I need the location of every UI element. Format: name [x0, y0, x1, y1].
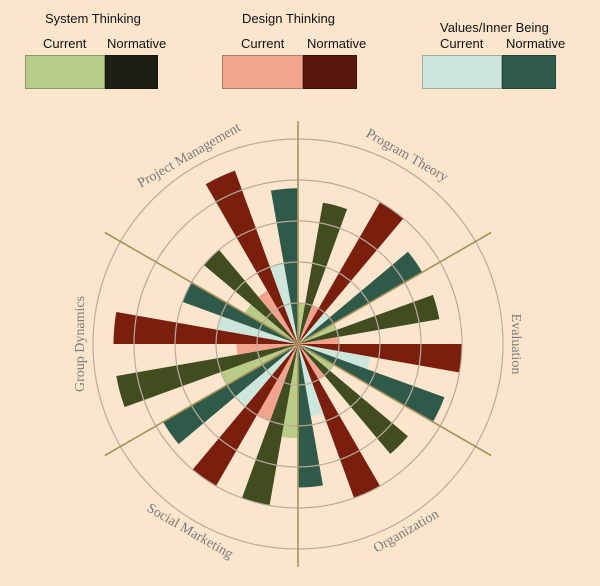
- legend-current-swatch: [222, 55, 303, 89]
- legend-design-thinking: Design Thinking Current Normative: [222, 0, 366, 100]
- bar-program-theory-3: [298, 201, 404, 344]
- bar-group-dynamics-1: [116, 344, 298, 408]
- legend-normative-swatch: [502, 55, 556, 89]
- legend-title: System Thinking: [45, 11, 141, 26]
- bar-evaluation-1: [298, 294, 440, 344]
- bar-group-dynamics-3: [113, 311, 298, 344]
- bar-organization-3: [298, 344, 380, 499]
- legend-current-swatch: [25, 55, 105, 89]
- bar-group-dynamics-4: [217, 315, 298, 344]
- bar-organization-1: [298, 344, 408, 454]
- bar-evaluation-2: [298, 336, 339, 344]
- bar-social-marketing-3: [192, 344, 298, 487]
- legend-system-thinking: System Thinking Current Normative: [25, 0, 167, 100]
- radial-axis-line: [297, 231, 492, 345]
- bar-evaluation-4: [298, 344, 371, 370]
- legend-current-label: Current: [241, 36, 285, 51]
- bar-organization-2: [298, 344, 325, 380]
- bar-project-management-5: [270, 188, 298, 344]
- radial-axis-line: [104, 231, 299, 345]
- bar-social-marketing-4: [235, 344, 298, 407]
- bar-social-marketing-1: [241, 344, 298, 506]
- bars-layer: [113, 170, 462, 506]
- bar-project-management-2: [258, 290, 298, 344]
- category-label: Social Marketing: [144, 501, 235, 562]
- radial-axis-line: [104, 343, 299, 457]
- bar-program-theory-1: [298, 202, 348, 344]
- legend-normative-swatch: [303, 55, 357, 89]
- legend-normative-swatch: [105, 55, 158, 89]
- bar-project-management-3: [205, 170, 298, 344]
- category-label: Program Theory: [363, 126, 450, 185]
- category-label: Group Dynamics: [73, 296, 88, 392]
- grid-layer: [92, 121, 504, 567]
- legend-title: Design Thinking: [242, 11, 335, 26]
- bar-organization-5: [298, 344, 323, 488]
- bar-organization-4: [298, 344, 324, 417]
- bar-program-theory-0: [298, 303, 306, 344]
- legend-current-label: Current: [440, 36, 484, 51]
- legend-normative-label: Normative: [107, 36, 167, 51]
- radial-axis-line: [297, 343, 492, 457]
- bar-group-dynamics-5: [182, 282, 298, 344]
- bar-project-management-1: [203, 249, 298, 344]
- bar-program-theory-2: [298, 305, 319, 344]
- legend-current-swatch: [422, 55, 502, 89]
- bar-project-management-0: [244, 304, 298, 344]
- legend-values-inner-being: Values/Inner Being Current Normative: [422, 0, 572, 100]
- bar-social-marketing-2: [257, 344, 298, 422]
- bar-program-theory-4: [298, 312, 330, 344]
- bar-program-theory-5: [298, 251, 423, 344]
- legend-normative-label: Normative: [307, 36, 367, 51]
- bar-social-marketing-5: [163, 344, 298, 445]
- legend-current-label: Current: [43, 36, 87, 51]
- bar-group-dynamics-2: [236, 344, 298, 355]
- category-label: Evaluation: [508, 314, 523, 375]
- bar-organization-0: [298, 344, 334, 371]
- legend-normative-label: Normative: [506, 36, 566, 51]
- bar-project-management-4: [269, 263, 298, 344]
- legend-title: Values/Inner Being: [440, 20, 549, 35]
- bar-social-marketing-0: [281, 344, 298, 439]
